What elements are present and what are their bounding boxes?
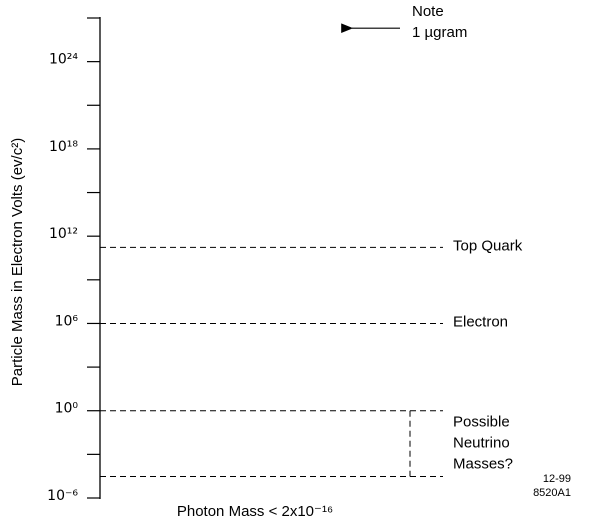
reference-label: Top Quark (453, 237, 523, 254)
y-tick-label: 10¹² (49, 226, 78, 242)
y-axis-label: Particle Mass in Electron Volts (ev/c²) (9, 138, 26, 386)
annotation-label: Note (412, 3, 444, 20)
y-tick-label: 10⁻⁶ (47, 488, 78, 504)
x-axis-label: Photon Mass < 2x10⁻¹⁶ (177, 503, 333, 520)
footnote: 8520A1 (533, 487, 571, 499)
annotation-label: 1 µgram (412, 24, 467, 41)
y-tick-label: 10²⁴ (49, 52, 78, 68)
y-tick-label: 10⁰ (55, 401, 79, 417)
y-tick-label: 10¹⁸ (49, 139, 78, 155)
range-label: Neutrino (453, 435, 510, 452)
footnote: 12-99 (543, 473, 571, 485)
reference-label: Electron (453, 313, 508, 330)
range-label: Masses? (453, 456, 513, 473)
y-tick-label: 10⁶ (55, 313, 79, 329)
range-label: Possible (453, 414, 510, 431)
